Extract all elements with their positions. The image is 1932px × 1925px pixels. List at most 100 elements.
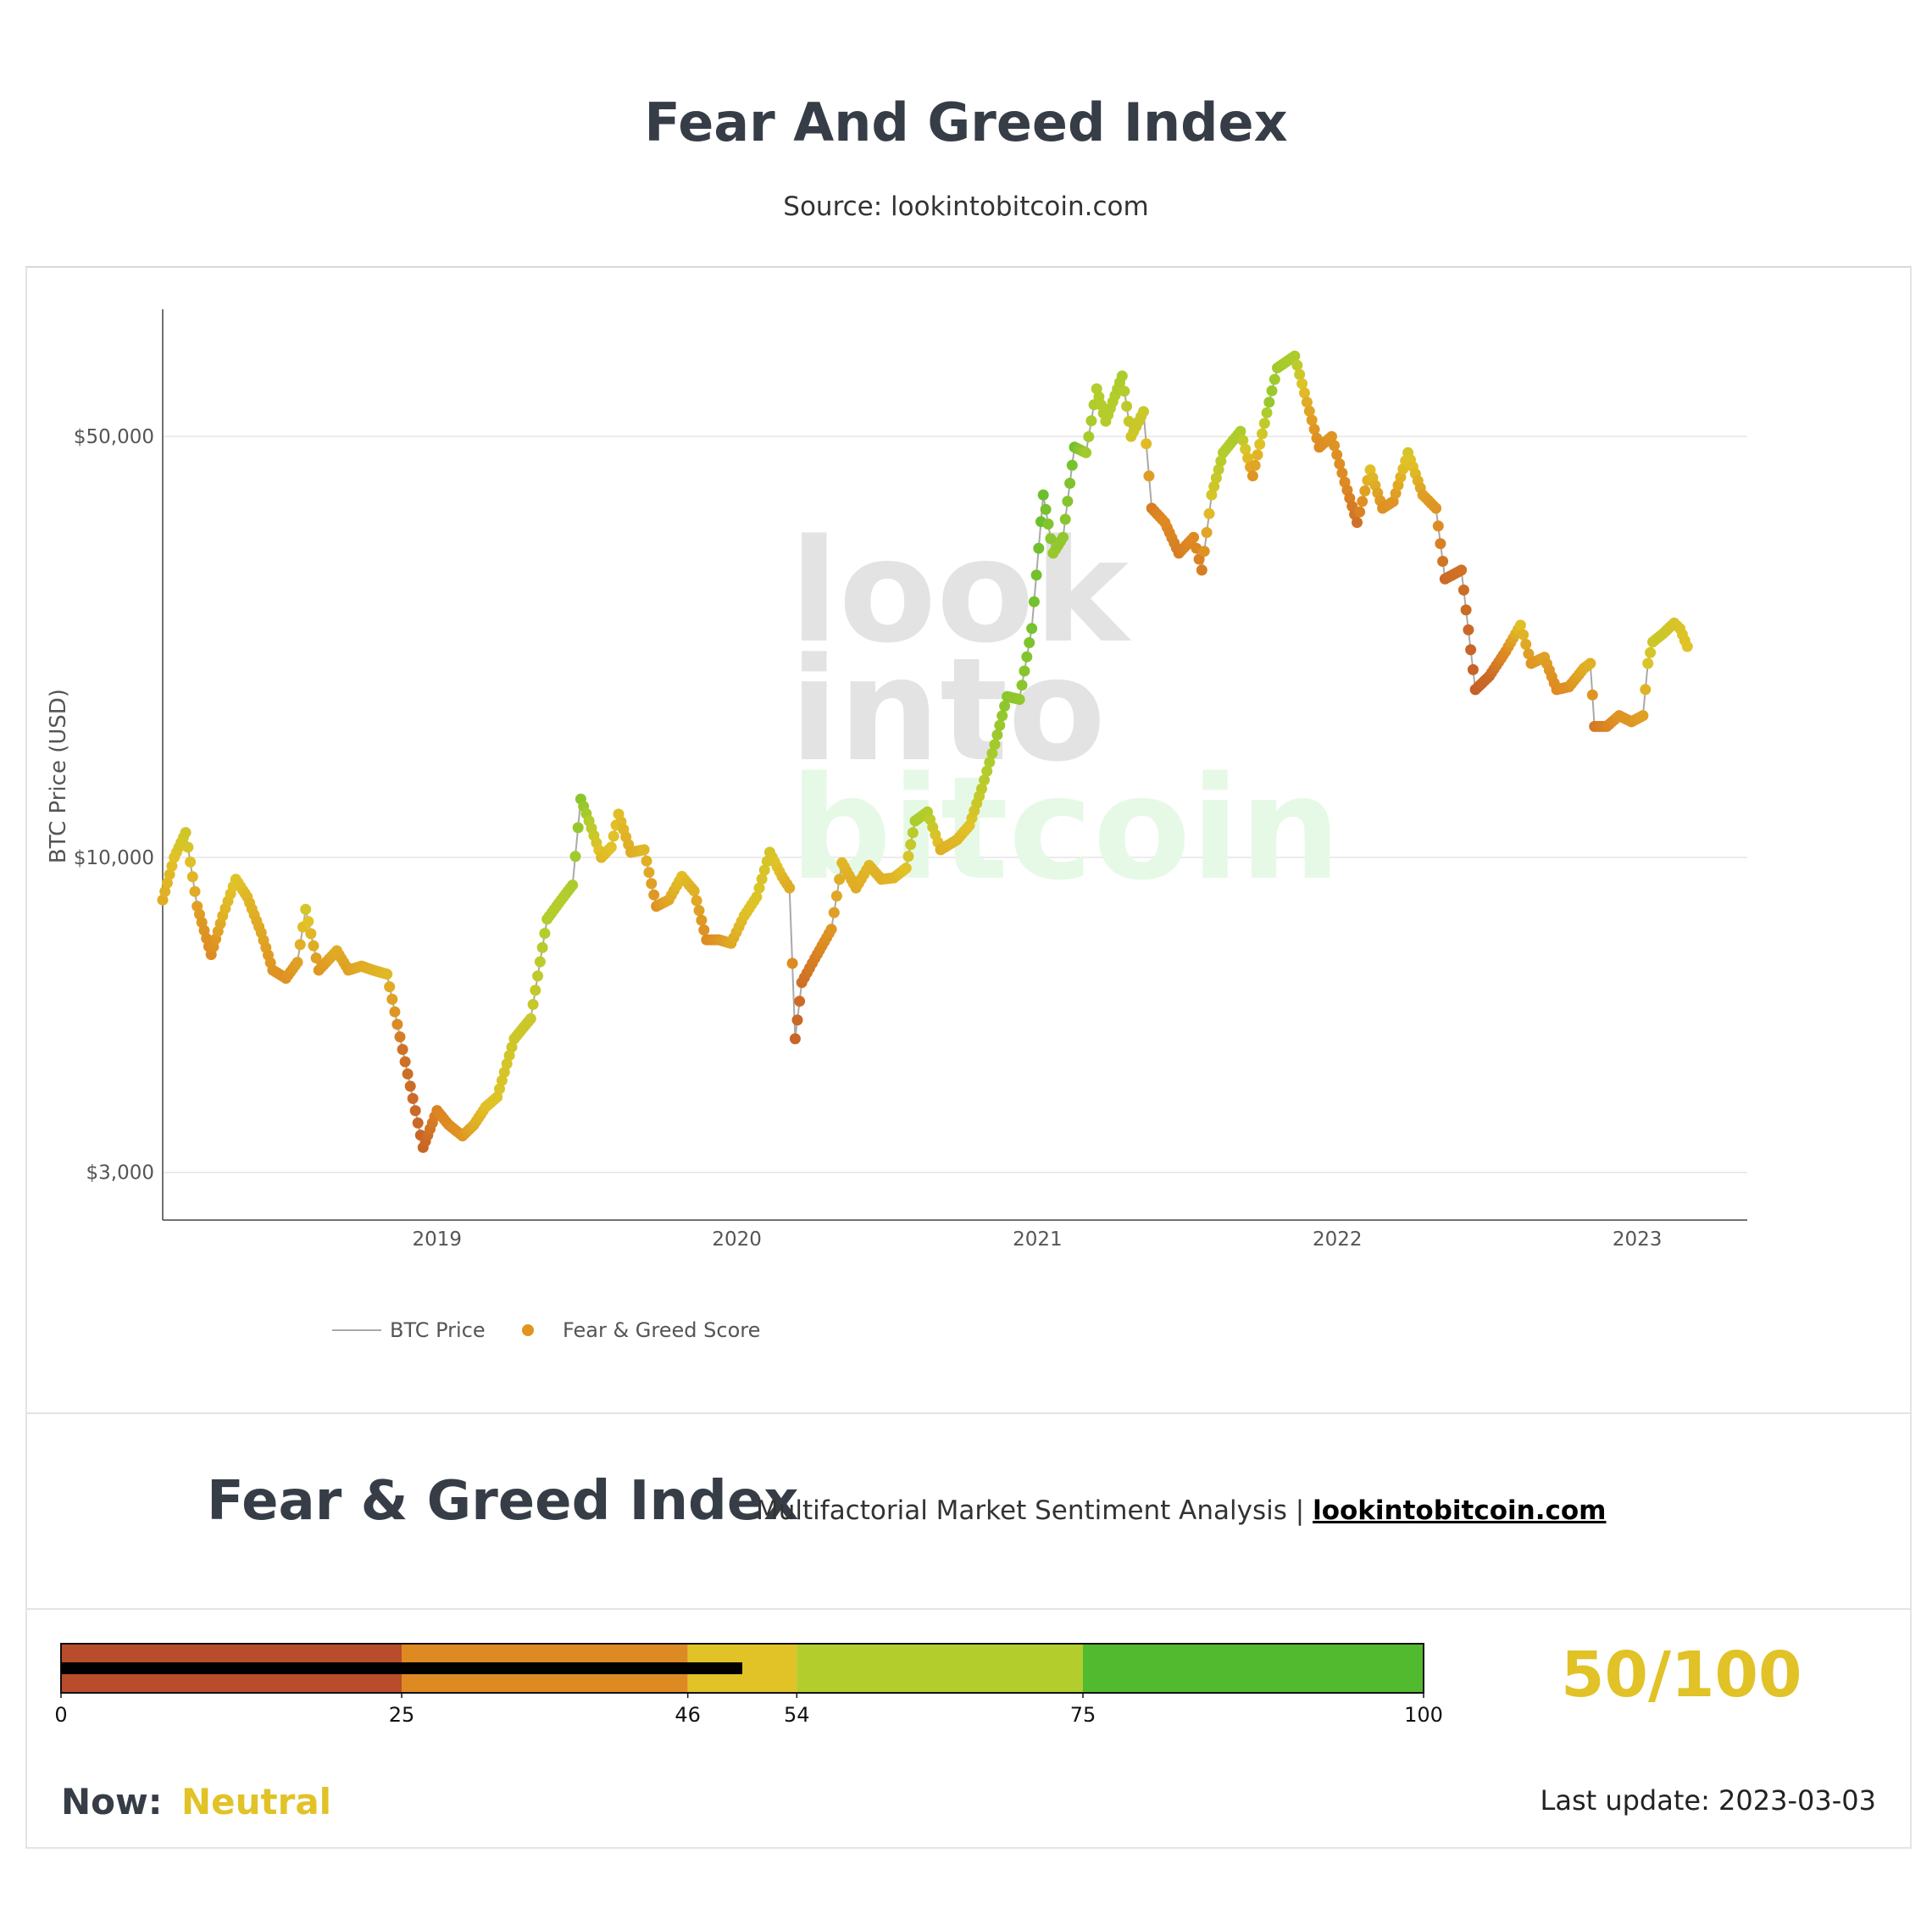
score-point[interactable] <box>1296 378 1308 390</box>
score-point[interactable] <box>693 905 705 917</box>
score-point[interactable] <box>691 895 702 907</box>
score-point[interactable] <box>905 839 917 851</box>
score-point[interactable] <box>756 874 768 885</box>
score-point[interactable] <box>999 700 1011 712</box>
score-point[interactable] <box>498 1066 510 1078</box>
score-point[interactable] <box>907 827 919 839</box>
score-point[interactable] <box>1059 513 1071 525</box>
score-point[interactable] <box>1249 459 1261 471</box>
score-point[interactable] <box>1331 449 1343 461</box>
score-point[interactable] <box>698 924 710 936</box>
score-point[interactable] <box>758 864 770 876</box>
score-point[interactable] <box>1116 370 1128 382</box>
score-point[interactable] <box>1585 657 1596 669</box>
score-point[interactable] <box>182 841 194 853</box>
score-point[interactable] <box>1465 644 1477 656</box>
score-point[interactable] <box>402 1068 414 1079</box>
score-point[interactable] <box>1040 503 1052 515</box>
score-point[interactable] <box>1301 397 1313 408</box>
score-point[interactable] <box>1033 542 1045 554</box>
score-point[interactable] <box>1196 564 1208 576</box>
score-point[interactable] <box>1326 430 1337 442</box>
score-point[interactable] <box>991 729 1003 741</box>
score-point[interactable] <box>186 871 198 883</box>
score-point[interactable] <box>1019 665 1030 677</box>
score-point[interactable] <box>1303 405 1315 417</box>
score-point[interactable] <box>1045 533 1057 545</box>
score-point[interactable] <box>1016 680 1028 691</box>
score-point[interactable] <box>506 1041 518 1053</box>
score-point[interactable] <box>1193 553 1205 565</box>
score-point[interactable] <box>830 890 842 901</box>
score-point[interactable] <box>399 1056 411 1068</box>
score-point[interactable] <box>1359 485 1371 497</box>
score-point[interactable] <box>1352 517 1363 529</box>
score-point[interactable] <box>409 1105 421 1117</box>
score-point[interactable] <box>534 956 546 968</box>
score-point[interactable] <box>1430 502 1442 514</box>
score-point[interactable] <box>1246 470 1258 482</box>
score-point[interactable] <box>1308 424 1320 435</box>
score-point[interactable] <box>291 957 303 968</box>
score-point[interactable] <box>1637 710 1649 722</box>
score-point[interactable] <box>751 891 763 903</box>
legend-fear-greed-score[interactable]: Fear & Greed Score <box>563 1318 760 1342</box>
score-point[interactable] <box>1215 455 1227 467</box>
score-point[interactable] <box>1013 694 1025 705</box>
score-point[interactable] <box>605 841 617 853</box>
score-point[interactable] <box>1257 428 1268 440</box>
score-point[interactable] <box>525 1012 536 1024</box>
score-point[interactable] <box>1206 489 1218 501</box>
score-point[interactable] <box>1306 414 1318 426</box>
score-point[interactable] <box>185 856 197 868</box>
score-point[interactable] <box>1240 443 1252 455</box>
legend-btc-price[interactable]: BTC Price <box>390 1318 486 1342</box>
score-point[interactable] <box>1037 489 1049 501</box>
score-point[interactable] <box>567 879 579 891</box>
score-point[interactable] <box>1062 496 1074 508</box>
score-point[interactable] <box>501 1058 513 1069</box>
score-point[interactable] <box>1085 415 1097 427</box>
score-point[interactable] <box>1523 648 1535 660</box>
score-point[interactable] <box>491 1091 503 1103</box>
score-point[interactable] <box>1263 397 1275 408</box>
score-point[interactable] <box>1254 438 1266 450</box>
score-point[interactable] <box>1138 406 1149 418</box>
score-point[interactable] <box>981 765 993 777</box>
score-point[interactable] <box>1143 470 1155 482</box>
score-point[interactable] <box>1058 531 1069 543</box>
score-point[interactable] <box>1021 651 1033 663</box>
score-point[interactable] <box>1681 641 1693 652</box>
score-point[interactable] <box>569 851 581 863</box>
score-point[interactable] <box>638 844 650 856</box>
score-point[interactable] <box>984 757 996 768</box>
score-point[interactable] <box>381 968 393 980</box>
score-point[interactable] <box>1030 569 1042 581</box>
score-point[interactable] <box>572 822 584 834</box>
score-point[interactable] <box>789 1033 801 1045</box>
score-point[interactable] <box>1119 386 1130 397</box>
score-point[interactable] <box>394 1031 406 1043</box>
score-point[interactable] <box>608 830 619 842</box>
score-point[interactable] <box>1456 564 1468 576</box>
score-point[interactable] <box>994 719 1006 731</box>
score-point[interactable] <box>900 863 912 874</box>
score-point[interactable] <box>1299 387 1310 399</box>
score-point[interactable] <box>1258 418 1270 430</box>
score-point[interactable] <box>1141 438 1152 450</box>
score-point[interactable] <box>1210 472 1222 484</box>
score-point[interactable] <box>1457 584 1469 596</box>
score-point[interactable] <box>784 882 796 894</box>
score-point[interactable] <box>404 1080 416 1092</box>
score-point[interactable] <box>391 1018 403 1030</box>
score-point[interactable] <box>407 1093 419 1104</box>
score-point[interactable] <box>828 907 840 918</box>
score-point[interactable] <box>643 867 655 879</box>
score-point[interactable] <box>1514 619 1526 631</box>
score-point[interactable] <box>1357 496 1368 508</box>
score-point[interactable] <box>794 996 806 1007</box>
score-point[interactable] <box>532 970 544 982</box>
score-point[interactable] <box>1237 435 1249 447</box>
score-point[interactable] <box>1586 689 1598 701</box>
score-point[interactable] <box>159 885 171 897</box>
